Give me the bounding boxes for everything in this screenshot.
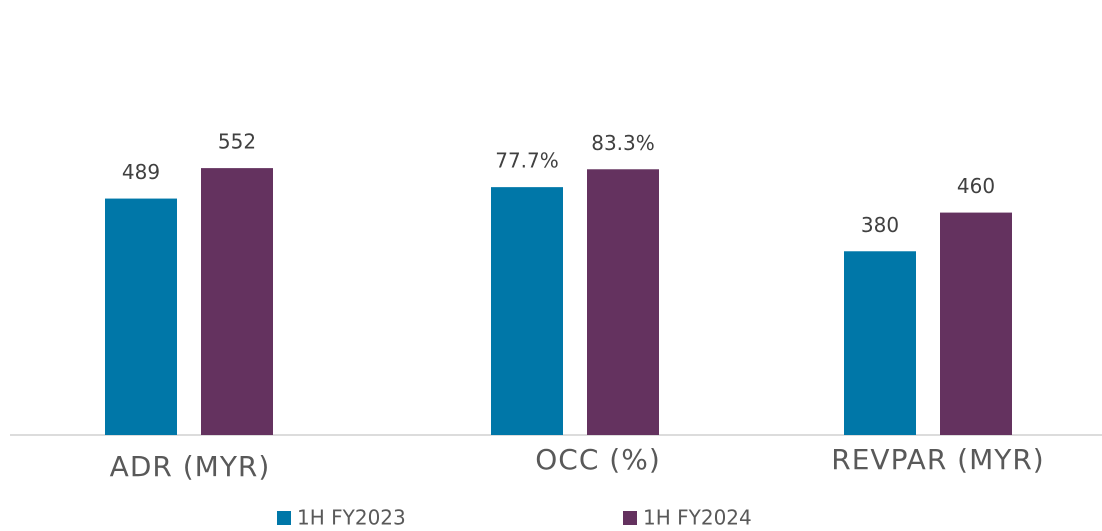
value-label: 552	[218, 130, 256, 154]
bar	[201, 168, 273, 435]
bar	[844, 251, 916, 435]
category-label: ADR (MYR)	[110, 450, 271, 483]
legend-label: 1H FY2024	[643, 506, 752, 530]
value-label: 489	[122, 160, 160, 184]
category-label: REVPAR (MYR)	[831, 443, 1044, 476]
value-label: 77.7%	[495, 149, 559, 173]
bar	[940, 212, 1012, 435]
bar	[491, 187, 563, 435]
legend-label: 1H FY2023	[297, 506, 406, 530]
value-label: 380	[861, 213, 899, 237]
value-label: 83.3%	[591, 131, 655, 155]
bar	[105, 198, 177, 435]
category-label: OCC (%)	[535, 443, 661, 476]
bar	[587, 169, 659, 435]
value-label: 460	[957, 174, 995, 198]
legend-swatch	[623, 511, 637, 525]
legend-swatch	[277, 511, 291, 525]
